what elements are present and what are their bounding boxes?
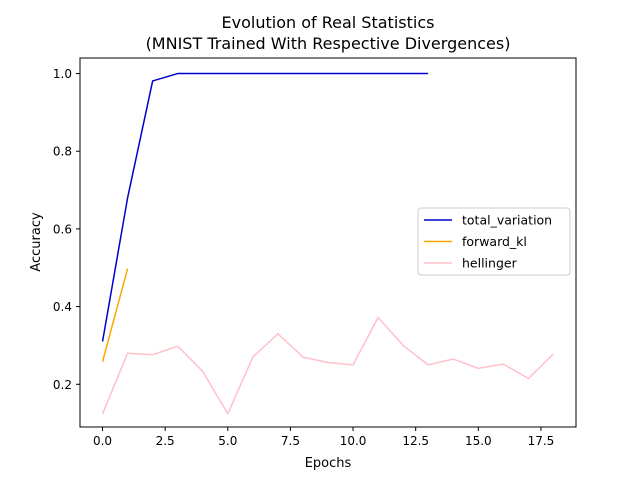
x-axis-label: Epochs xyxy=(305,456,352,471)
y-axis: 0.2 0.4 0.6 0.8 1.0 xyxy=(53,67,80,392)
x-tick-label: 10.0 xyxy=(340,434,367,448)
chart-title-line-1: Evolution of Real Statistics xyxy=(222,13,435,32)
legend-box xyxy=(417,207,571,276)
x-tick-label: 5.0 xyxy=(218,434,237,448)
y-tick-label: 0.6 xyxy=(53,222,72,236)
series-layer xyxy=(101,72,554,415)
series-line-forward_kl xyxy=(101,268,129,362)
series-line-total_variation xyxy=(101,72,429,342)
x-tick-label: 17.5 xyxy=(528,434,555,448)
legend-label-total_variation: total_variation xyxy=(462,213,552,228)
legend: total_variation forward_kl hellinger xyxy=(417,207,571,276)
x-tick-label: 12.5 xyxy=(402,434,429,448)
x-tick-label: 15.0 xyxy=(465,434,492,448)
x-tick-label: 2.5 xyxy=(156,434,175,448)
plot-frame xyxy=(79,57,577,428)
series-line-hellinger xyxy=(101,316,554,415)
y-axis-label: Accuracy xyxy=(29,212,44,272)
x-axis: 0.0 2.5 5.0 7.5 10.0 12.5 15.0 17.5 xyxy=(93,427,554,448)
x-tick-label: 0.0 xyxy=(93,434,112,448)
x-tick-label: 7.5 xyxy=(281,434,300,448)
y-tick-label: 1.0 xyxy=(53,67,72,81)
chart-title-line-2: (MNIST Trained With Respective Divergenc… xyxy=(146,34,511,53)
y-tick-label: 0.8 xyxy=(53,145,72,159)
y-tick-label: 0.2 xyxy=(53,378,72,392)
y-tick-label: 0.4 xyxy=(53,300,72,314)
legend-label-forward_kl: forward_kl xyxy=(462,234,527,249)
legend-label-hellinger: hellinger xyxy=(462,256,518,271)
